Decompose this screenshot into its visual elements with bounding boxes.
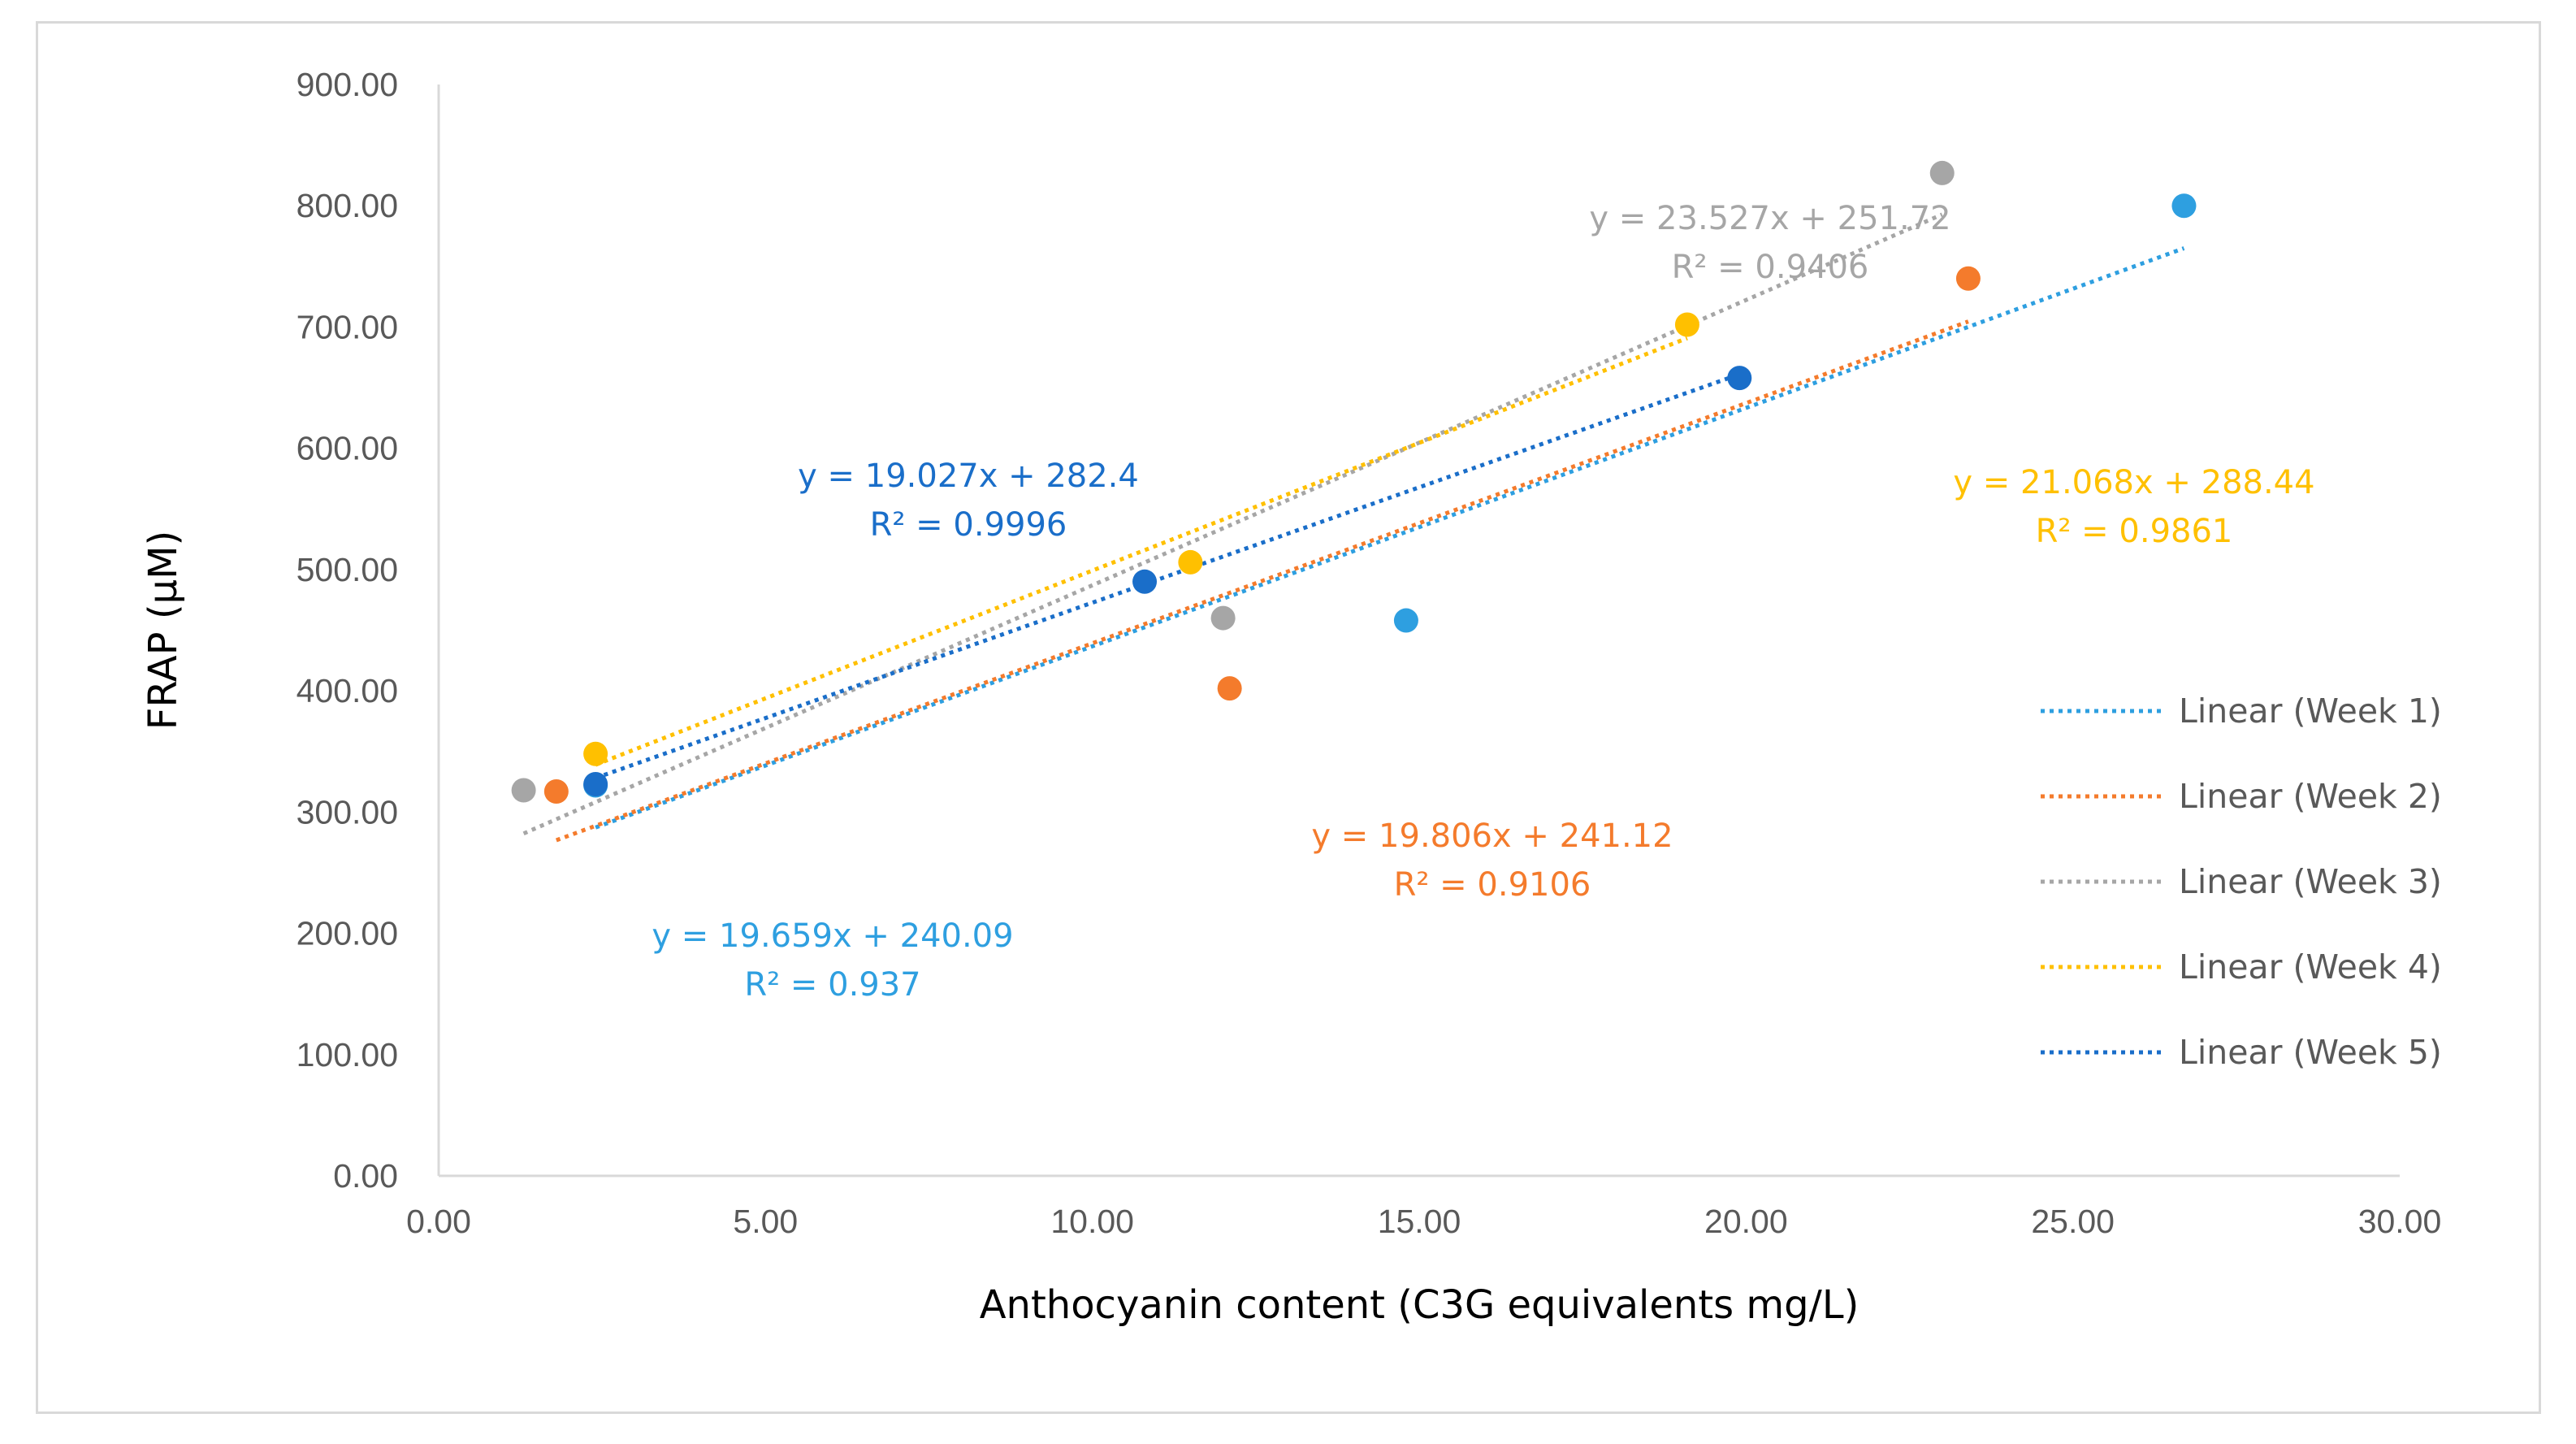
legend: Linear (Week 1) Linear (Week 2) Linear (We… [2041, 692, 2442, 1072]
y-tick-label: 900.00 [297, 66, 398, 103]
y-tick-label: 500.00 [297, 551, 398, 588]
y-tick-labels: 0.00 100.00 200.00 300.00 400.00 500.00 600.00… [297, 66, 398, 1195]
y-tick-label: 200.00 [297, 915, 398, 952]
r-squared-label: R² = 0.9106 [1394, 866, 1591, 904]
y-tick-label: 600.00 [297, 430, 398, 467]
trendline-week-3 [522, 212, 1943, 836]
data-point-week-3 [1210, 605, 1236, 631]
data-point-week-2 [543, 778, 569, 804]
data-points [511, 160, 2197, 804]
y-tick-label: 100.00 [297, 1036, 398, 1073]
y-axis-title: FRAP (μM) [141, 531, 186, 730]
data-point-week-5 [1727, 366, 1752, 391]
x-tick-label: 15.00 [1378, 1203, 1461, 1240]
trendline-equation: y = 21.068x + 288.44 [1953, 464, 2314, 501]
trendline-equation: y = 23.527x + 251.72 [1589, 200, 1950, 237]
x-tick-label: 25.00 [2031, 1203, 2115, 1240]
data-point-week-5 [1132, 569, 1158, 594]
y-tick-label: 400.00 [297, 672, 398, 709]
scatter-chart: 0.00 5.00 10.00 15.00 20.00 25.00 30.00 0.00 10… [141, 66, 2442, 1328]
y-tick-label: 800.00 [297, 187, 398, 224]
data-point-week-4 [1178, 549, 1203, 575]
trendline-week-5 [595, 372, 1741, 780]
r-squared-label: R² = 0.9406 [1672, 249, 1869, 286]
legend-label: Linear (Week 1) [2179, 692, 2442, 731]
y-tick-label: 0.00 [333, 1157, 398, 1195]
x-axis-title: Anthocyanin content (C3G equivalents mg/… [980, 1282, 1859, 1328]
x-tick-label: 10.00 [1050, 1203, 1134, 1240]
x-tick-label: 5.00 [733, 1203, 798, 1240]
data-point-week-4 [583, 741, 608, 766]
legend-label: Linear (Week 2) [2179, 777, 2442, 816]
r-squared-label: R² = 0.937 [744, 966, 920, 1004]
legend-label: Linear (Week 3) [2179, 862, 2442, 901]
trendline-equation: y = 19.806x + 241.12 [1311, 817, 1673, 855]
trendline-equation: y = 19.027x + 282.4 [798, 457, 1139, 495]
legend-label: Linear (Week 4) [2179, 947, 2442, 987]
x-tick-label: 0.00 [406, 1203, 471, 1240]
equation-labels: y = 19.659x + 240.09 R² = 0.937 y = 19.806… [652, 200, 2314, 1004]
x-tick-label: 30.00 [2358, 1203, 2442, 1240]
trendline-week-1 [595, 246, 2185, 830]
legend-label: Linear (Week 5) [2179, 1033, 2442, 1072]
y-tick-label: 700.00 [297, 308, 398, 345]
data-point-week-4 [1674, 312, 1699, 337]
trendline-week-4 [595, 336, 1688, 767]
data-point-week-2 [1217, 676, 1242, 701]
x-tick-labels: 0.00 5.00 10.00 15.00 20.00 25.00 30.00 [406, 1203, 2441, 1240]
chart-frame: 0.00 5.00 10.00 15.00 20.00 25.00 30.00 0.00 10… [36, 21, 2541, 1414]
r-squared-label: R² = 0.9996 [870, 506, 1067, 544]
data-point-week-2 [1955, 266, 1981, 291]
trendlines [522, 212, 2185, 843]
data-point-week-1 [1393, 608, 1418, 633]
data-point-week-5 [583, 772, 608, 797]
r-squared-label: R² = 0.9861 [2036, 513, 2233, 550]
data-point-week-3 [1929, 160, 1955, 185]
axes [437, 85, 2400, 1177]
data-point-week-1 [2171, 193, 2197, 219]
trendline-equation: y = 19.659x + 240.09 [652, 917, 1013, 955]
data-point-week-3 [511, 778, 536, 803]
trendline-week-2 [555, 319, 1969, 843]
y-tick-label: 300.00 [297, 793, 398, 830]
x-tick-label: 20.00 [1704, 1203, 1788, 1240]
